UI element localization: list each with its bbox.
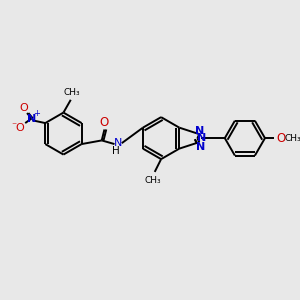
Text: CH₃: CH₃ <box>63 88 80 97</box>
Text: ⁻: ⁻ <box>12 121 17 131</box>
Text: N: N <box>27 113 36 124</box>
Text: +: + <box>34 109 40 118</box>
Text: N: N <box>196 142 205 152</box>
Text: N: N <box>114 138 122 148</box>
Text: O: O <box>100 116 109 129</box>
Text: CH₃: CH₃ <box>284 134 300 142</box>
Text: H: H <box>112 146 120 156</box>
Text: N: N <box>197 133 207 143</box>
Text: O: O <box>15 123 24 133</box>
Text: N: N <box>195 126 204 136</box>
Text: O: O <box>19 103 28 112</box>
Text: CH₃: CH₃ <box>145 176 161 185</box>
Text: O: O <box>276 132 285 145</box>
